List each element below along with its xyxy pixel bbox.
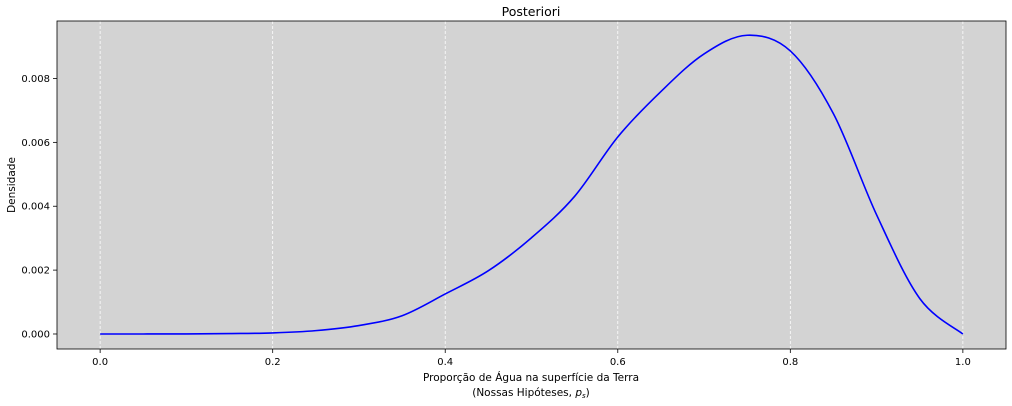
x-axis-label-line2-prefix: (Nossas Hipóteses, bbox=[472, 387, 575, 399]
y-tick-label: 0.000 bbox=[21, 329, 50, 340]
x-tick-label: 0.0 bbox=[92, 357, 108, 368]
plot-frame bbox=[56, 20, 1007, 350]
x-tick-label: 0.4 bbox=[437, 357, 453, 368]
x-tick-label: 0.8 bbox=[782, 357, 798, 368]
x-axis-label-var: p bbox=[574, 387, 582, 399]
x-tick-label: 0.6 bbox=[610, 357, 626, 368]
y-tick-label: 0.002 bbox=[21, 266, 50, 277]
y-tick-label: 0.008 bbox=[21, 74, 50, 85]
x-axis-label-sub: s bbox=[582, 392, 586, 400]
x-tick-label: 0.2 bbox=[265, 357, 281, 368]
chart-title: Posteriori bbox=[502, 4, 561, 19]
plot-background bbox=[57, 21, 1006, 349]
x-axis-label-line2-suffix: ) bbox=[586, 387, 590, 399]
x-axis-label-line2: (Nossas Hipóteses, ps) bbox=[472, 387, 590, 400]
posterior-curve bbox=[100, 34, 964, 335]
y-tick-label: 0.004 bbox=[21, 202, 50, 213]
y-axis-label: Densidade bbox=[6, 157, 18, 213]
y-tick-label: 0.006 bbox=[21, 138, 50, 149]
x-tick-label: 1.0 bbox=[955, 357, 971, 368]
x-axis-ticks: 0.0 0.2 0.4 0.6 0.8 1.0 bbox=[92, 349, 971, 368]
x-axis-label: Proporção de Água na superfície da Terra bbox=[423, 371, 639, 384]
y-axis-ticks: 0.000 0.002 0.004 0.006 0.008 bbox=[21, 74, 57, 340]
